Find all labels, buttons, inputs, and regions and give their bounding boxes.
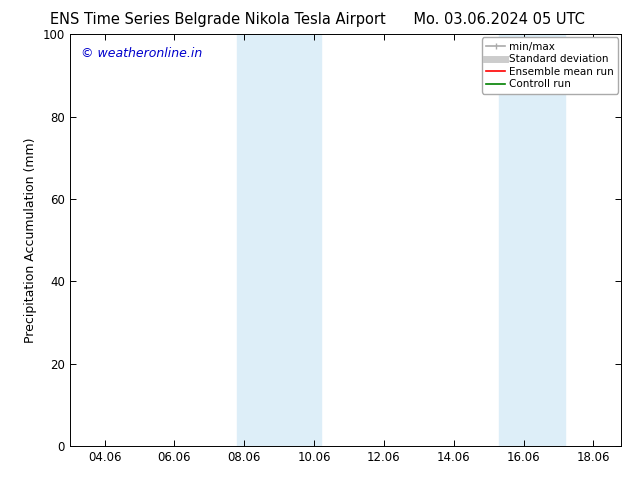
Text: ENS Time Series Belgrade Nikola Tesla Airport      Mo. 03.06.2024 05 UTC: ENS Time Series Belgrade Nikola Tesla Ai… [49,12,585,27]
Bar [499,34,566,446]
Text: © weatheronline.in: © weatheronline.in [81,47,202,60]
Y-axis label: Precipitation Accumulation (mm): Precipitation Accumulation (mm) [24,137,37,343]
Legend: min/max, Standard deviation, Ensemble mean run, Controll run: min/max, Standard deviation, Ensemble me… [482,37,618,94]
Bar [237,34,321,446]
